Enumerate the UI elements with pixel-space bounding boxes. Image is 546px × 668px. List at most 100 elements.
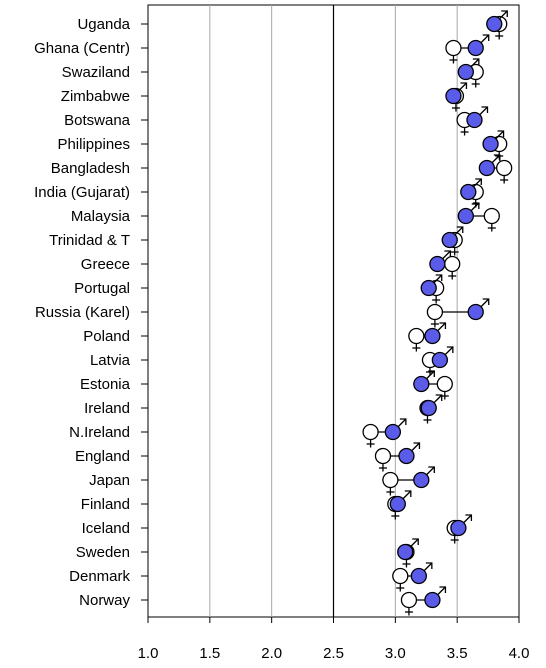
- category-label: Poland: [83, 328, 130, 345]
- x-tick-label: 2.0: [261, 645, 282, 662]
- female-symbol: [386, 487, 395, 496]
- male-symbol: [473, 178, 482, 188]
- male-point: [457, 202, 480, 225]
- female-point: [445, 39, 462, 64]
- category-label: England: [75, 448, 130, 465]
- female-symbol: [451, 103, 460, 112]
- female-point: [483, 207, 500, 232]
- female-symbol: [448, 271, 457, 280]
- male-point: [424, 322, 447, 345]
- male-point: [450, 514, 473, 537]
- male-point: [424, 586, 447, 609]
- male-point: [445, 82, 468, 105]
- male-point: [441, 226, 464, 249]
- category-label: Uganda: [77, 16, 130, 33]
- male-point: [413, 466, 435, 489]
- female-symbol: [391, 511, 400, 520]
- male-symbol: [437, 322, 447, 332]
- category-label: Philippines: [57, 136, 130, 153]
- x-axis-tick-labels: 1.0 1.5 2.0 2.5 3.0 3.5 4.0: [138, 645, 530, 662]
- male-symbol: [499, 10, 508, 20]
- category-label: Finland: [81, 496, 130, 513]
- x-tick-label: 3.0: [385, 645, 406, 662]
- male-point: [486, 10, 508, 33]
- category-ticks: [141, 23, 148, 601]
- female-symbol: [432, 295, 441, 304]
- male-symbol: [433, 394, 443, 404]
- male-symbol: [437, 586, 447, 596]
- female-symbol: [460, 127, 469, 136]
- x-axis-ticks: [147, 617, 520, 623]
- category-label: Bangladesh: [51, 160, 130, 177]
- male-point: [384, 418, 407, 441]
- male-symbol: [491, 154, 501, 164]
- male-symbol: [411, 442, 421, 452]
- category-label: Ghana (Centr): [34, 40, 130, 57]
- male-symbol: [458, 82, 468, 92]
- category-label: Russia (Karel): [35, 304, 130, 321]
- female-symbol: [423, 415, 432, 424]
- female-point: [382, 471, 399, 496]
- female-point: [392, 567, 409, 592]
- male-symbol: [410, 538, 419, 548]
- female-symbol: [495, 31, 504, 40]
- female-symbol: [449, 55, 458, 64]
- female-symbol: [366, 439, 375, 448]
- category-label: Portugal: [74, 280, 130, 297]
- female-point: [426, 303, 444, 328]
- male-point: [482, 130, 505, 153]
- male-point: [467, 298, 490, 321]
- grid-lines: [209, 5, 458, 617]
- male-point: [429, 250, 452, 273]
- female-symbol: [402, 559, 411, 568]
- female-symbol: [404, 607, 413, 616]
- category-label: Trinidad & T: [49, 232, 130, 249]
- x-tick-label: 3.5: [447, 645, 468, 662]
- male-point: [467, 34, 490, 57]
- male-point: [431, 346, 454, 369]
- male-symbol: [479, 106, 489, 116]
- male-symbol: [463, 514, 473, 524]
- male-symbol: [433, 274, 443, 284]
- category-label: Latvia: [90, 352, 131, 369]
- female-point: [400, 591, 418, 616]
- male-symbol: [470, 58, 480, 68]
- male-symbol: [470, 202, 480, 212]
- male-symbol: [495, 130, 505, 140]
- male-point: [398, 442, 421, 465]
- x-tick-label: 4.0: [509, 645, 530, 662]
- male-point: [410, 562, 433, 585]
- female-symbol: [450, 247, 459, 256]
- category-label: Swaziland: [62, 64, 130, 81]
- male-point: [460, 178, 482, 201]
- female-symbol: [471, 79, 480, 88]
- category-label: Sweden: [76, 544, 130, 561]
- x-tick-label: 1.5: [199, 645, 220, 662]
- male-symbol: [423, 562, 433, 572]
- category-label: Denmark: [69, 568, 130, 585]
- category-label: Zimbabwe: [61, 88, 130, 105]
- category-labels: Uganda Ghana (Centr) Swaziland Zimbabwe Bots…: [34, 16, 131, 609]
- male-symbol: [402, 490, 412, 500]
- male-point: [420, 394, 443, 417]
- male-symbol: [454, 226, 464, 236]
- category-label: Greece: [81, 256, 130, 273]
- category-label: Japan: [89, 472, 130, 489]
- male-symbol: [444, 346, 454, 356]
- female-point: [362, 423, 379, 448]
- male-point: [397, 538, 419, 561]
- male-symbol: [397, 418, 407, 428]
- female-symbol: [378, 463, 387, 472]
- category-label: India (Gujarat): [34, 184, 130, 201]
- female-point: [436, 375, 453, 400]
- male-symbol: [480, 34, 490, 44]
- x-tick-label: 1.0: [138, 645, 159, 662]
- male-point: [457, 58, 480, 81]
- male-point: [420, 274, 443, 297]
- x-tick-label: 2.5: [323, 645, 344, 662]
- male-symbol: [442, 250, 452, 260]
- category-label: Estonia: [80, 376, 131, 393]
- female-symbol: [430, 319, 439, 328]
- category-label: Norway: [79, 592, 130, 609]
